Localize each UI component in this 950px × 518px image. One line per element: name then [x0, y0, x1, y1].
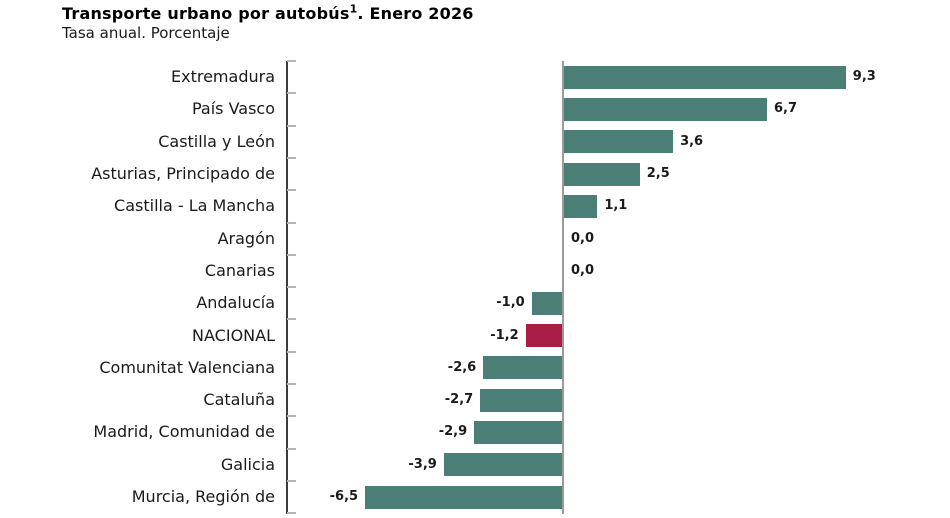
category-label: Madrid, Comunidad de — [93, 422, 275, 442]
value-label: 6,7 — [774, 101, 798, 117]
value-label: -2,6 — [447, 359, 477, 375]
chart-header: Transporte urbano por autobús1. Enero 20… — [62, 4, 474, 42]
category-label: Comunitat Valenciana — [99, 357, 275, 377]
value-label: -2,7 — [444, 392, 474, 408]
category-label: Galicia — [220, 454, 275, 474]
category-label: Murcia, Región de — [131, 487, 275, 507]
zero-baseline — [562, 61, 564, 514]
bar — [483, 356, 562, 380]
axis-tick — [287, 92, 296, 95]
axis-tick — [287, 415, 296, 418]
value-label: 9,3 — [852, 69, 876, 85]
value-label: 2,5 — [646, 166, 670, 182]
axis-tick — [287, 350, 296, 353]
bar — [480, 388, 562, 412]
value-label: -1,0 — [496, 295, 525, 311]
bar — [564, 65, 846, 89]
chart-title-footnote-marker: 1 — [349, 2, 358, 16]
axis-tick — [287, 189, 296, 192]
axis-tick — [287, 383, 296, 385]
axis-tick — [287, 318, 296, 321]
bar — [564, 194, 598, 218]
category-label: Cataluña — [203, 390, 275, 410]
category-label: Castilla - La Mancha — [114, 196, 275, 216]
bar — [564, 162, 640, 186]
axis-tick — [287, 253, 296, 256]
bar — [443, 453, 562, 477]
chart-subtitle: Tasa anual. Porcentaje — [62, 24, 230, 42]
axis-tick — [287, 479, 296, 482]
bar — [525, 324, 562, 348]
value-label: -2,9 — [438, 424, 468, 440]
value-label: 0,0 — [571, 262, 595, 278]
category-label: Aragón — [217, 228, 275, 248]
bar — [564, 130, 674, 154]
value-label: 1,1 — [604, 198, 628, 214]
category-label: NACIONAL — [192, 325, 275, 345]
value-label: -3,9 — [408, 456, 437, 472]
bar — [365, 485, 562, 509]
category-label: Extremadura — [171, 67, 275, 87]
value-label: -6,5 — [329, 489, 359, 505]
category-label: Asturias, Principado de — [91, 164, 275, 184]
axis-tick — [287, 286, 296, 289]
chart-title: Transporte urbano por autobús1. Enero 20… — [62, 4, 474, 24]
axis-tick — [287, 512, 296, 515]
axis-tick — [287, 156, 296, 159]
category-label: Andalucía — [196, 293, 275, 313]
category-label: Castilla y León — [158, 131, 275, 151]
bar — [531, 291, 562, 315]
value-label: 0,0 — [571, 230, 595, 246]
value-label: 3,6 — [680, 133, 704, 149]
bar — [564, 97, 767, 121]
bar — [474, 420, 562, 444]
chart-title-period: . Enero 2026 — [357, 4, 474, 23]
axis-tick — [287, 447, 296, 450]
category-label: Canarias — [204, 260, 275, 280]
category-label: País Vasco — [191, 99, 275, 119]
axis-tick — [287, 221, 296, 224]
value-label: -1,2 — [490, 327, 519, 343]
chart-title-main: Transporte urbano por autobús — [62, 4, 350, 23]
axis-tick — [287, 124, 296, 127]
axis-tick — [287, 60, 296, 62]
